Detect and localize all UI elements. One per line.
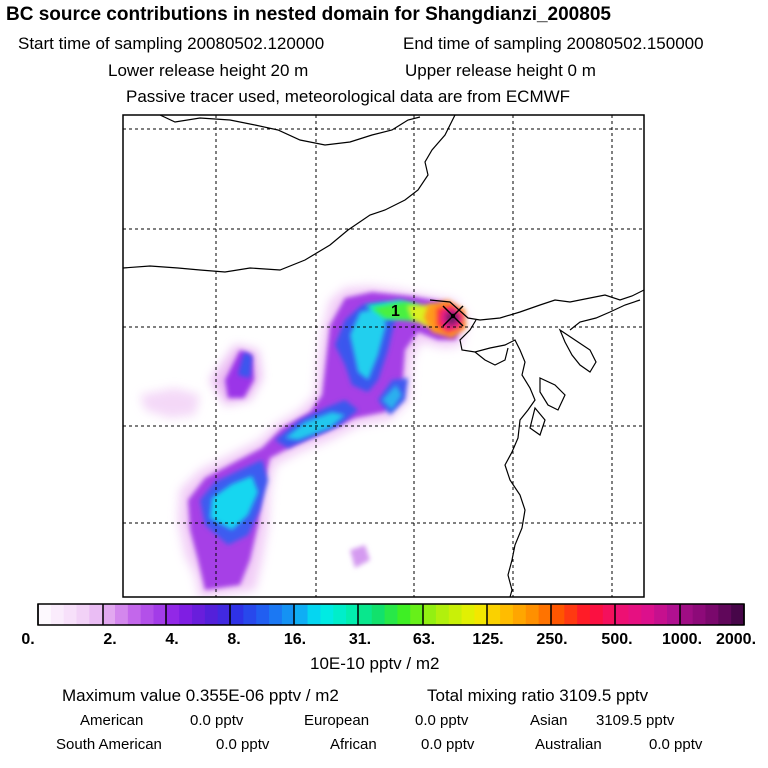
site-marker [442, 305, 464, 327]
colorbar-swatch [346, 604, 360, 625]
colorbar-swatch [358, 604, 373, 625]
colorbar-swatch [140, 604, 155, 625]
american-value: 0.0 pptv [190, 712, 244, 729]
colorbar-swatch [679, 604, 694, 625]
map-title: BC source contributions in nested domain… [6, 4, 611, 25]
colorbar-swatch [589, 604, 604, 625]
colorbar-tick-label: 250. [536, 631, 568, 648]
coastline-borders [123, 115, 644, 597]
colorbar-swatch [179, 604, 193, 625]
colorbar-swatch [525, 604, 540, 625]
colorbar-swatch [50, 604, 65, 625]
total-mixing-label: Total mixing ratio 3109.5 pptv [427, 686, 649, 705]
colorbar-tick-label: 2000. [715, 631, 757, 648]
colorbar-swatch [654, 604, 668, 625]
south-american-label: South American [56, 736, 162, 753]
colorbar-swatch [500, 604, 514, 625]
colorbar-swatch [230, 604, 244, 625]
colorbar-swatch [641, 604, 655, 625]
colorbar-swatch [435, 604, 450, 625]
colorbar-unit-label: 10E-10 pptv / m2 [310, 654, 440, 673]
end-time-label: End time of sampling 20080502.150000 [403, 34, 704, 53]
colorbar-tick-label: 63. [412, 631, 436, 648]
colorbar-swatch [448, 604, 463, 625]
colorbar-tick-label: 125. [472, 631, 504, 648]
colorbar-swatch [333, 604, 347, 625]
upper-release-label: Upper release height 0 m [405, 61, 596, 80]
european-label: European [304, 712, 370, 729]
site-marker-label: 1 [391, 303, 400, 320]
colorbar-swatch [166, 604, 180, 625]
map-graticule [123, 115, 644, 597]
australian-label: Australian [535, 736, 602, 753]
colorbar-swatch [192, 604, 206, 625]
colorbar-tick-label: 8. [227, 631, 241, 648]
colorbar-swatch [602, 604, 617, 625]
colorbar-swatch [371, 604, 386, 625]
european-value: 0.0 pptv [415, 712, 469, 729]
colorbar-swatch [397, 604, 411, 625]
contribution-field [140, 286, 468, 597]
colorbar [37, 603, 745, 626]
colorbar-tick-label: 500. [601, 631, 633, 648]
colorbar-swatch [102, 604, 116, 625]
tracer-note: Passive tracer used, meteorological data… [126, 87, 571, 106]
colorbar-swatch [38, 604, 52, 625]
colorbar-swatch [577, 604, 591, 625]
colorbar-swatch [615, 604, 630, 625]
colorbar-swatch [76, 604, 90, 625]
colorbar-swatch [487, 604, 501, 625]
colorbar-swatch [217, 604, 232, 625]
colorbar-swatch [269, 604, 283, 625]
african-value: 0.0 pptv [421, 736, 475, 753]
start-time-label: Start time of sampling 20080502.120000 [18, 34, 325, 53]
colorbar-swatch [294, 604, 309, 625]
colorbar-tick-label: 16. [283, 631, 307, 648]
colorbar-tick-label: 4. [165, 631, 179, 648]
colorbar-swatch [628, 604, 642, 625]
african-label: African [330, 736, 377, 753]
asian-label: Asian [530, 712, 568, 729]
colorbar-swatch [127, 604, 142, 625]
american-label: American [80, 712, 144, 729]
colorbar-swatch [204, 604, 219, 625]
colorbar-swatch [718, 604, 732, 625]
map-frame [122, 114, 645, 598]
colorbar-swatch [384, 604, 399, 625]
lower-release-label: Lower release height 20 m [108, 61, 309, 80]
colorbar-swatch [731, 604, 745, 625]
colorbar-tick-label: 2. [103, 631, 117, 648]
colorbar-tick-label: 31. [348, 631, 372, 648]
colorbar-swatch [410, 604, 424, 625]
colorbar-tick-label: 1000. [661, 631, 703, 648]
colorbar-swatch [461, 604, 476, 625]
australian-value: 0.0 pptv [649, 736, 703, 753]
colorbar-swatch [89, 604, 103, 625]
colorbar-swatch [692, 604, 707, 625]
colorbar-swatch [63, 604, 78, 625]
south-american-value: 0.0 pptv [216, 736, 270, 753]
colorbar-swatch [512, 604, 527, 625]
colorbar-tick-label: 0. [21, 631, 35, 648]
colorbar-swatch [115, 604, 129, 625]
colorbar-swatch [705, 604, 719, 625]
colorbar-swatch [281, 604, 296, 625]
colorbar-swatch [320, 604, 334, 625]
colorbar-frame [37, 603, 745, 626]
colorbar-swatch [423, 604, 437, 625]
colorbar-swatch [307, 604, 321, 625]
colorbar-swatch [666, 604, 681, 625]
colorbar-swatch [551, 604, 565, 625]
colorbar-swatch [153, 604, 167, 625]
colorbar-swatch [564, 604, 578, 625]
colorbar-swatch [256, 604, 270, 625]
asian-value: 3109.5 pptv [596, 712, 675, 729]
colorbar-swatch [538, 604, 553, 625]
colorbar-swatch [474, 604, 488, 625]
colorbar-swatch [243, 604, 257, 625]
max-value-label: Maximum value 0.355E-06 pptv / m2 [62, 686, 339, 705]
